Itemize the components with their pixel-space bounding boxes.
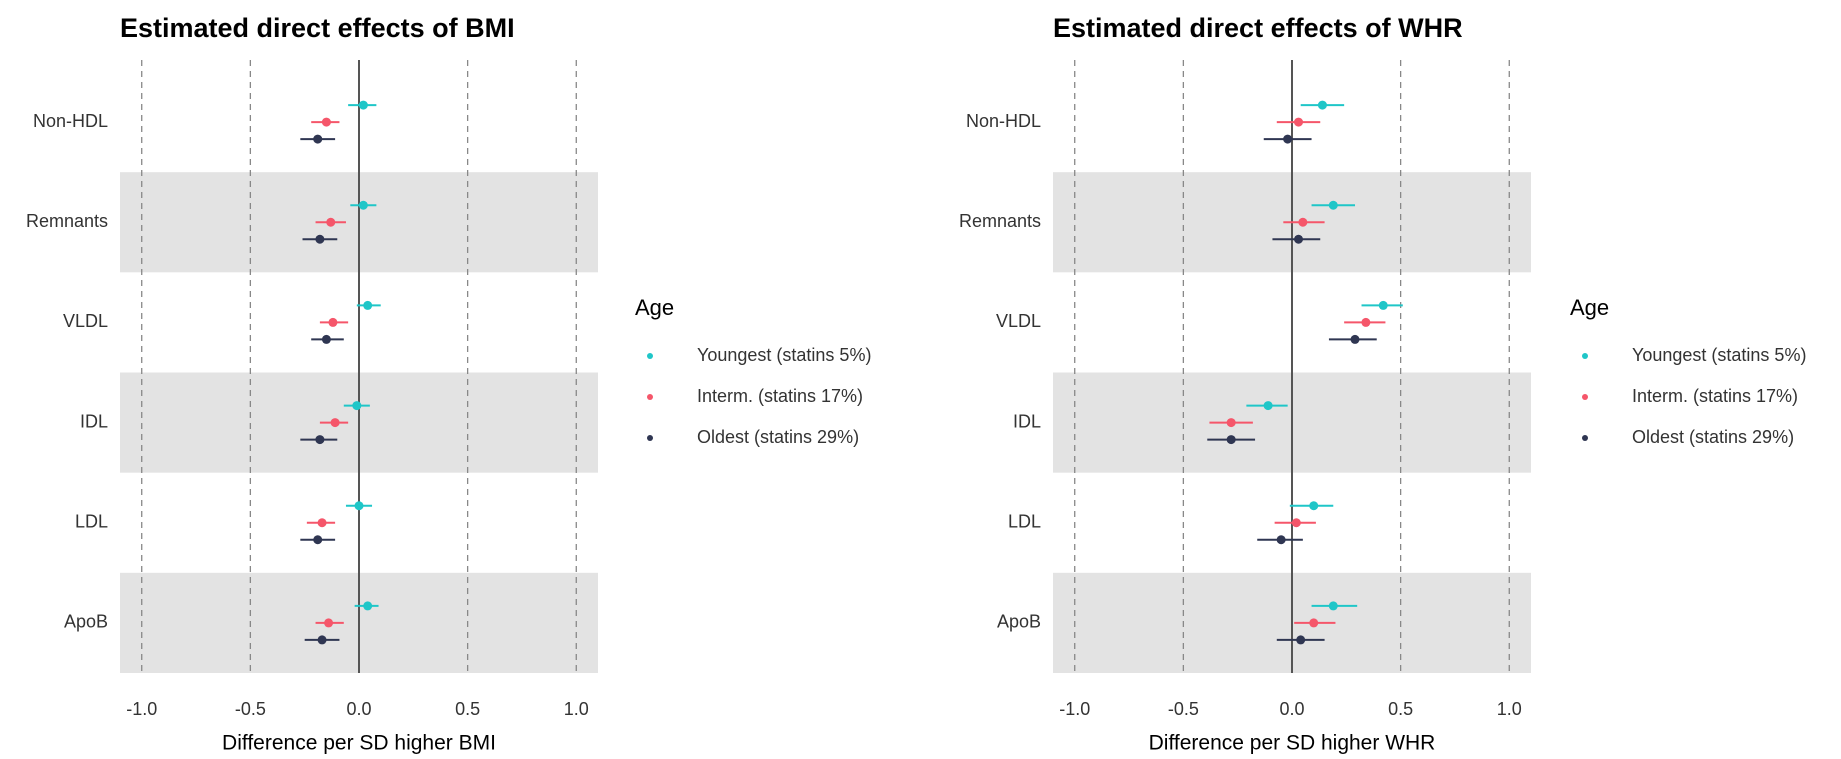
point [1226,435,1236,445]
y-tick-label: Remnants [959,211,1041,231]
legend-label: Interm. (statins 17%) [1632,386,1798,406]
y-tick-label: LDL [1008,512,1041,532]
y-tick-label: Non-HDL [966,111,1041,131]
x-tick-label: -1.0 [1059,699,1090,719]
y-tick-label: ApoB [64,612,108,632]
legend-label: Youngest (statins 5%) [697,345,871,365]
point [317,518,327,528]
y-tick-label: VLDL [996,311,1041,331]
point [1328,200,1338,210]
x-axis-label: Difference per SD higher WHR [1149,732,1436,755]
legend-label: Interm. (statins 17%) [697,386,863,406]
point [1309,501,1319,511]
point [352,401,362,411]
legend-marker [1582,394,1588,400]
point [315,234,325,244]
legend-label: Oldest (statins 29%) [697,427,859,447]
y-tick-label: VLDL [63,311,108,331]
x-tick-label: -0.5 [235,699,266,719]
legend-label: Youngest (statins 5%) [1632,345,1806,365]
x-axis-label: Difference per SD higher BMI [222,732,496,755]
x-tick-label: 0.5 [1388,699,1413,719]
point [358,100,368,110]
point [1298,217,1308,227]
x-tick-label: 0.5 [455,699,480,719]
point [354,501,364,511]
y-tick-label: Non-HDL [33,111,108,131]
y-tick-label: IDL [1013,411,1041,431]
point [1294,117,1304,127]
point [330,418,340,428]
legend-label: Oldest (statins 29%) [1632,427,1794,447]
y-tick-label: LDL [75,512,108,532]
point [313,535,323,545]
chart-title: Estimated direct effects of WHR [1053,13,1463,43]
legend-title: Age [635,295,674,320]
point [1226,418,1236,428]
x-tick-label: 1.0 [564,699,589,719]
point [1296,635,1306,645]
point [363,601,373,611]
point [1283,134,1293,144]
point [1328,601,1338,611]
x-tick-label: -1.0 [126,699,157,719]
y-tick-label: Remnants [26,211,108,231]
y-tick-label: IDL [80,411,108,431]
point [313,134,323,144]
point [1294,234,1304,244]
point [1378,300,1388,310]
legend-marker [1582,353,1588,359]
point [363,300,373,310]
legend-title: Age [1570,295,1609,320]
y-tick-label: ApoB [997,612,1041,632]
x-tick-label: 0.0 [1279,699,1304,719]
point [317,635,327,645]
legend-marker [647,353,653,359]
point [1361,317,1371,327]
point [358,200,368,210]
point [1291,518,1301,528]
chart-title: Estimated direct effects of BMI [120,13,515,43]
x-tick-label: 0.0 [346,699,371,719]
x-tick-label: 1.0 [1497,699,1522,719]
point [328,317,338,327]
legend-marker [647,435,653,441]
point [324,618,334,628]
point [1309,618,1319,628]
point [1263,401,1273,411]
point [315,435,325,445]
x-tick-label: -0.5 [1168,699,1199,719]
legend-marker [647,394,653,400]
point [321,117,331,127]
point [326,217,336,227]
point [321,334,331,344]
point [1350,334,1360,344]
point [1276,535,1286,545]
point [1317,100,1327,110]
legend-marker [1582,435,1588,441]
